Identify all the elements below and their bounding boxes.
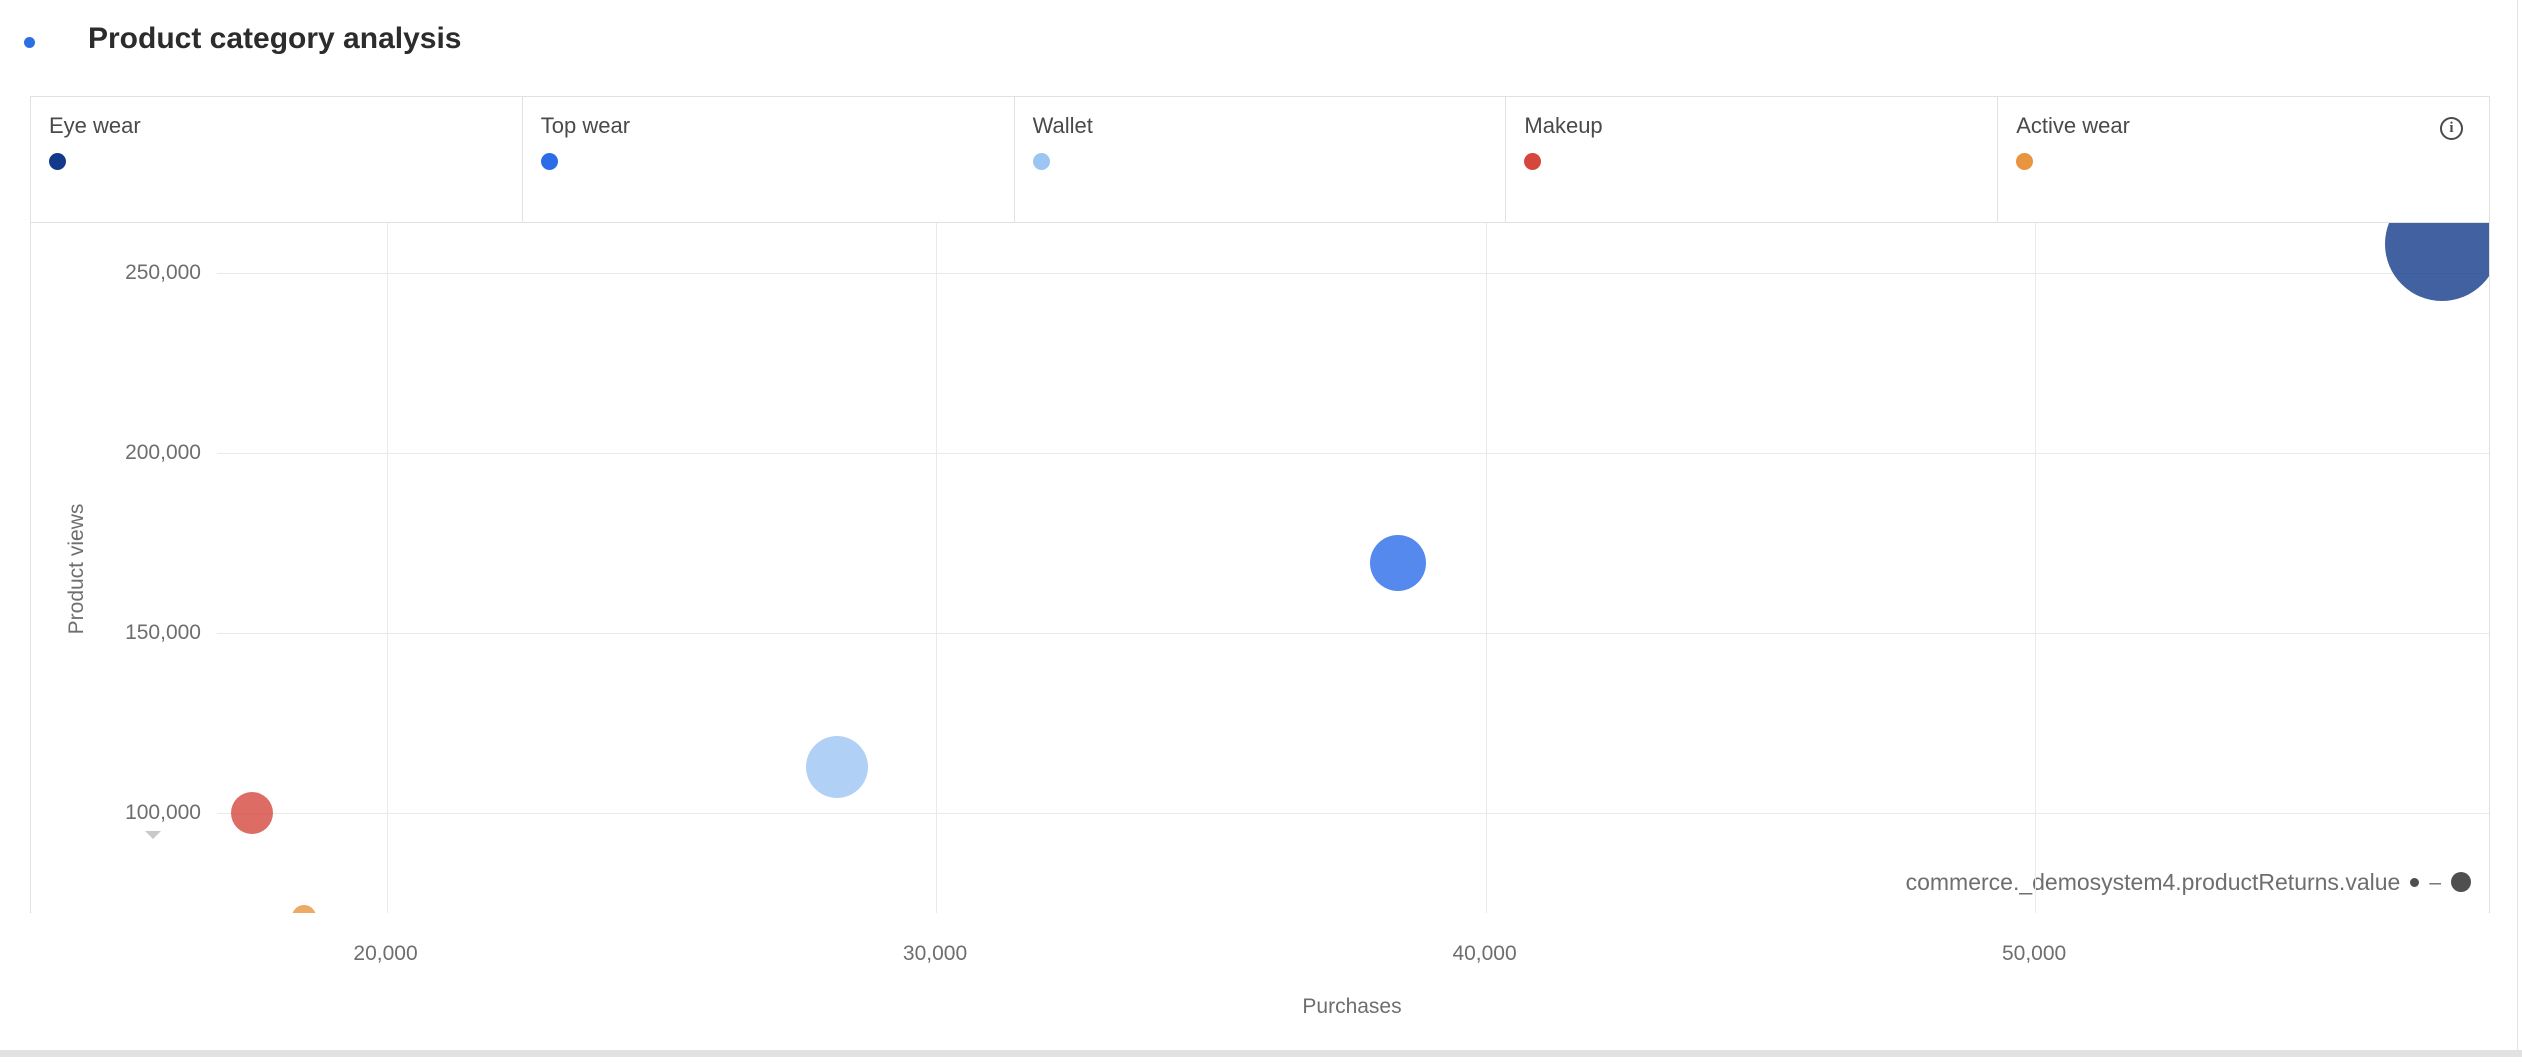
legend-dot-icon bbox=[540, 153, 558, 170]
legend-item-active-wear[interactable]: Active wear bbox=[1997, 97, 2489, 222]
bubble-top-wear[interactable] bbox=[1369, 535, 1426, 592]
legend-item-wallet[interactable]: Wallet bbox=[1013, 97, 1506, 222]
large-bubble-icon bbox=[2451, 872, 2471, 892]
bubble-eye-wear[interactable] bbox=[2384, 223, 2489, 302]
bubble-wallet[interactable] bbox=[806, 735, 869, 798]
legend-item-label: Makeup bbox=[1524, 113, 1603, 138]
chart-title: Product category analysis bbox=[88, 22, 462, 55]
legend-item-eye-wear[interactable]: Eye wear bbox=[31, 97, 522, 222]
y-tick-label: 250,000 bbox=[125, 261, 201, 285]
h-gridline bbox=[217, 453, 2489, 454]
legend-dot-icon bbox=[49, 153, 66, 170]
chart-legend: Eye wear Top wear Wallet Makeup Active wear i bbox=[31, 97, 2489, 223]
legend-item-makeup[interactable]: Makeup bbox=[1505, 97, 1997, 222]
legend-dot-icon bbox=[2016, 153, 2034, 170]
y-axis-title: Product views bbox=[65, 503, 88, 635]
x-axis-title: Purchases bbox=[1302, 995, 1402, 1018]
info-icon[interactable]: i bbox=[2440, 117, 2463, 140]
y-tick-label: 150,000 bbox=[125, 620, 201, 644]
v-gridline bbox=[1485, 223, 1487, 913]
legend-item-label: Eye wear bbox=[49, 113, 141, 138]
bubble-makeup[interactable] bbox=[231, 791, 274, 834]
v-gridline bbox=[936, 223, 938, 913]
x-tick-label: 20,000 bbox=[353, 942, 418, 965]
info-icon-glyph: i bbox=[2449, 120, 2454, 136]
h-gridline bbox=[217, 273, 2489, 275]
bottom-divider bbox=[0, 1050, 2522, 1057]
legend-item-label: Active wear bbox=[2016, 113, 2130, 138]
plot-area: commerce._demosystem4.productReturns.val… bbox=[31, 223, 2489, 913]
axis-truncation-caret-icon bbox=[145, 830, 161, 839]
bubble-size-legend: commerce._demosystem4.productReturns.val… bbox=[1906, 867, 2471, 897]
h-gridline bbox=[217, 812, 2489, 814]
small-bubble-icon bbox=[2410, 877, 2420, 887]
size-metric-label: commerce._demosystem4.productReturns.val… bbox=[1905, 868, 2401, 895]
x-tick-label: 50,000 bbox=[2001, 942, 2067, 965]
legend-item-top-wear[interactable]: Top wear bbox=[521, 97, 1014, 222]
legend-dot-icon bbox=[1032, 153, 1050, 170]
legend-dot-icon bbox=[1524, 153, 1542, 170]
v-gridline bbox=[386, 223, 388, 913]
bubble-active-wear[interactable] bbox=[291, 904, 316, 913]
panel-color-dot-icon bbox=[24, 37, 35, 48]
size-range-dash-icon: – bbox=[2429, 870, 2441, 894]
x-tick-label: 40,000 bbox=[1452, 942, 1517, 965]
y-tick-label: 200,000 bbox=[125, 441, 201, 464]
h-gridline bbox=[217, 632, 2489, 634]
x-tick-label: 30,000 bbox=[902, 942, 968, 965]
legend-item-label: Wallet bbox=[1032, 113, 1093, 138]
right-panel-divider bbox=[2517, 0, 2518, 1050]
y-tick-label: 100,000 bbox=[125, 800, 201, 824]
v-gridline bbox=[2035, 223, 2037, 913]
legend-item-label: Top wear bbox=[540, 113, 631, 138]
chart-card: Eye wear Top wear Wallet Makeup Active wear i… bbox=[30, 96, 2490, 913]
